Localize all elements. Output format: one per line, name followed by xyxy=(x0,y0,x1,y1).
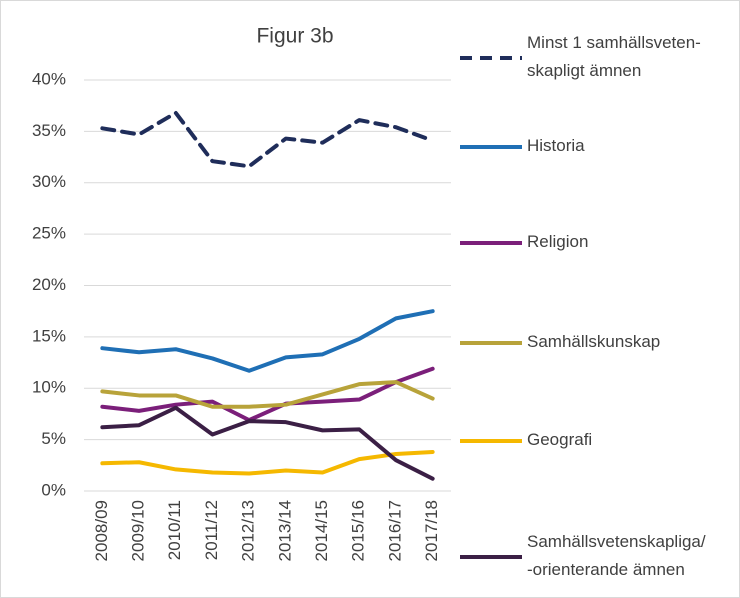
y-tick-label: 15% xyxy=(32,326,66,345)
legend-label: Geografi xyxy=(527,430,592,449)
legend-label: Minst 1 samhällsveten-skapligt ämnen xyxy=(527,33,701,80)
x-tick-label: 2017/18 xyxy=(422,500,441,561)
y-tick-label: 0% xyxy=(41,480,66,499)
x-tick-label: 2011/12 xyxy=(202,500,221,560)
series-line xyxy=(100,449,435,476)
y-tick-label: 5% xyxy=(41,429,66,448)
y-tick-label: 40% xyxy=(32,69,66,88)
y-tick-label: 35% xyxy=(32,121,66,140)
y-tick-label: 20% xyxy=(32,275,66,294)
legend-label: Samhällskunskap xyxy=(527,332,660,351)
y-tick-label: 10% xyxy=(32,378,66,397)
series-line xyxy=(100,366,435,423)
x-tick-label: 2013/14 xyxy=(275,500,294,561)
legend-label: Historia xyxy=(527,136,585,155)
chart-title: Figur 3b xyxy=(256,25,333,48)
y-tick-label: 25% xyxy=(32,224,66,243)
x-tick-label: 2009/10 xyxy=(129,500,148,561)
legend-label: Samhällsvetenskapliga/-orienterande ämne… xyxy=(527,532,706,579)
x-tick-label: 2008/09 xyxy=(92,500,111,561)
y-tick-label: 30% xyxy=(32,172,66,191)
series-line xyxy=(100,405,435,481)
legend-label: Religion xyxy=(527,232,588,251)
series-line xyxy=(100,110,435,169)
series-line xyxy=(100,309,435,373)
x-tick-label: 2010/11 xyxy=(165,500,184,560)
series-line xyxy=(100,380,435,409)
x-tick-label: 2016/17 xyxy=(385,500,404,561)
x-tick-label: 2012/13 xyxy=(239,500,258,561)
x-tick-label: 2015/16 xyxy=(349,500,368,561)
x-tick-label: 2014/15 xyxy=(312,500,331,561)
